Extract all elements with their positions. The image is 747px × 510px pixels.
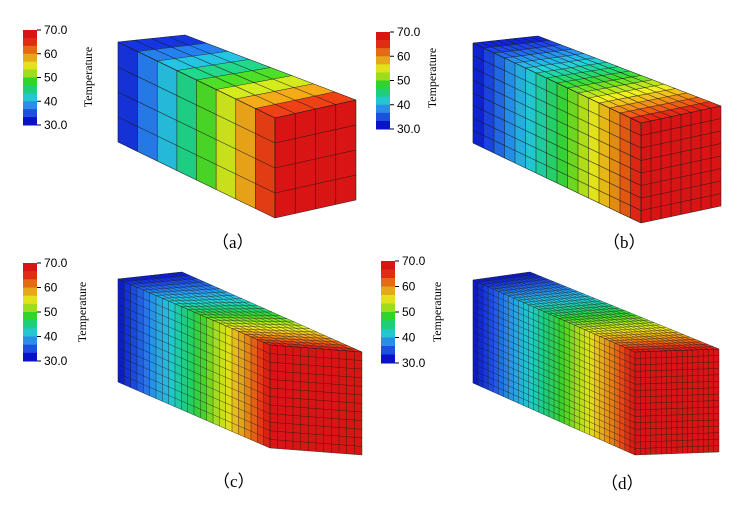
colorbar: 70.0 60 50 40 30.0 Temperature bbox=[23, 256, 89, 368]
colorbar-tick-label: 70.0 bbox=[402, 255, 426, 268]
colorbar-swatch bbox=[23, 344, 37, 354]
colorbar-title: Temperature bbox=[425, 48, 439, 108]
colorbar: 70.0 60 50 40 30.0 Temperature bbox=[381, 255, 444, 370]
colorbar-tick-label: 60 bbox=[397, 49, 411, 63]
colorbar-swatch bbox=[381, 261, 395, 270]
mesh-box bbox=[117, 271, 363, 456]
colorbar-tick-label: 30.0 bbox=[397, 122, 421, 136]
colorbar-swatch bbox=[23, 263, 37, 272]
colorbar-title: Temperature bbox=[430, 282, 444, 342]
panel-a: 70.0 60 50 40 30.0 Temperature （a） bbox=[0, 0, 373, 255]
colorbar-tick-label: 60 bbox=[44, 47, 58, 61]
colorbar-swatch bbox=[376, 72, 390, 81]
colorbar-swatch bbox=[23, 117, 37, 126]
colorbar-swatch bbox=[376, 48, 390, 57]
colorbar-swatch bbox=[23, 312, 37, 321]
colorbar-tick-label: 50 bbox=[397, 74, 411, 88]
colorbar-tick-label: 60 bbox=[402, 280, 416, 294]
mesh-figure: 70.0 60 50 40 30.0 Temperature bbox=[23, 256, 363, 456]
colorbar-swatch bbox=[381, 269, 395, 279]
colorbar-swatch bbox=[23, 295, 37, 305]
colorbar-swatch bbox=[23, 320, 37, 329]
colorbar-swatch bbox=[376, 96, 390, 106]
colorbar-swatch bbox=[376, 32, 390, 41]
panel-caption: （c） bbox=[213, 472, 255, 491]
colorbar-swatch bbox=[381, 295, 395, 304]
colorbar-swatch bbox=[23, 303, 37, 313]
colorbar-swatch bbox=[381, 329, 395, 338]
colorbar-swatch bbox=[23, 287, 37, 297]
colorbar-swatch bbox=[23, 37, 37, 47]
colorbar-tick-label: 50 bbox=[44, 71, 58, 85]
mesh-lines bbox=[472, 35, 722, 224]
colorbar-swatch bbox=[381, 337, 395, 347]
colorbar-swatch bbox=[381, 278, 395, 287]
colorbar-swatch bbox=[23, 271, 37, 280]
colorbar-tick-label: 30.0 bbox=[402, 356, 426, 370]
colorbar-tick-label: 30.0 bbox=[44, 118, 68, 132]
colorbar-swatch bbox=[23, 61, 37, 71]
colorbar-tick-label: 40 bbox=[44, 330, 58, 344]
colorbar-swatch bbox=[23, 336, 37, 346]
panel-caption: （b） bbox=[603, 233, 646, 252]
colorbar-tick-label: 70.0 bbox=[397, 25, 421, 39]
colorbar-tick-label: 60 bbox=[44, 281, 58, 295]
mesh-lines bbox=[117, 34, 357, 219]
colorbar-tick-label: 40 bbox=[44, 94, 58, 108]
colorbar-swatch bbox=[23, 69, 37, 78]
colorbar-swatch bbox=[381, 303, 395, 313]
panel-caption: （a） bbox=[212, 233, 254, 252]
colorbar-title: Temperature bbox=[75, 282, 89, 342]
colorbar-title: Temperature bbox=[81, 47, 95, 107]
colorbar-swatch bbox=[23, 279, 37, 288]
colorbar-swatch bbox=[381, 286, 395, 296]
mesh-lines bbox=[117, 271, 363, 456]
panel-caption: （d） bbox=[601, 474, 644, 493]
colorbar-swatch bbox=[381, 354, 395, 364]
colorbar-tick-label: 50 bbox=[44, 305, 58, 319]
colorbar: 70.0 60 50 40 30.0 Temperature bbox=[23, 23, 95, 132]
mesh-lines bbox=[472, 271, 720, 456]
colorbar-swatch bbox=[376, 40, 390, 49]
panel-b: 70.0 60 50 40 30.0 Temperature （b） bbox=[373, 0, 746, 255]
colorbar-swatch bbox=[23, 53, 37, 63]
colorbar-swatch bbox=[376, 80, 390, 90]
colorbar-swatch bbox=[23, 30, 37, 39]
colorbar-swatch bbox=[23, 45, 37, 55]
colorbar-swatch bbox=[376, 56, 390, 65]
colorbar-swatch bbox=[376, 64, 390, 73]
colorbar-swatch bbox=[23, 352, 37, 362]
colorbar-swatch bbox=[23, 77, 37, 86]
colorbar-swatch bbox=[23, 101, 37, 110]
colorbar-tick-label: 40 bbox=[397, 98, 411, 112]
colorbar-swatch bbox=[376, 104, 390, 114]
colorbar-tick-label: 30.0 bbox=[44, 354, 68, 368]
colorbar-swatch bbox=[23, 93, 37, 102]
colorbar-swatch bbox=[23, 85, 37, 94]
colorbar-swatch bbox=[376, 112, 390, 122]
mesh-box bbox=[472, 271, 720, 456]
mesh-figure: 70.0 60 50 40 30.0 Temperature bbox=[376, 25, 722, 224]
colorbar-swatch bbox=[376, 120, 390, 130]
colorbar-swatch bbox=[381, 312, 395, 321]
colorbar-tick-label: 70.0 bbox=[44, 256, 68, 270]
colorbar-tick-label: 70.0 bbox=[44, 23, 68, 37]
colorbar: 70.0 60 50 40 30.0 Temperature bbox=[376, 25, 439, 136]
mesh-figure: 70.0 60 50 40 30.0 Temperature bbox=[23, 23, 357, 219]
colorbar-tick-label: 40 bbox=[402, 331, 416, 345]
mesh-box bbox=[117, 34, 357, 219]
panel-d: 70.0 60 50 40 30.0 Temperature （d） bbox=[373, 255, 746, 510]
colorbar-swatch bbox=[23, 328, 37, 337]
colorbar-swatch bbox=[381, 320, 395, 330]
colorbar-tick-label: 50 bbox=[402, 305, 416, 319]
mesh-figure: 70.0 60 50 40 30.0 Temperature bbox=[381, 255, 720, 456]
colorbar-swatch bbox=[23, 109, 37, 118]
panel-c: 70.0 60 50 40 30.0 Temperature （c） bbox=[0, 255, 373, 510]
colorbar-swatch bbox=[381, 346, 395, 355]
mesh-box bbox=[472, 35, 722, 224]
colorbar-swatch bbox=[376, 88, 390, 98]
